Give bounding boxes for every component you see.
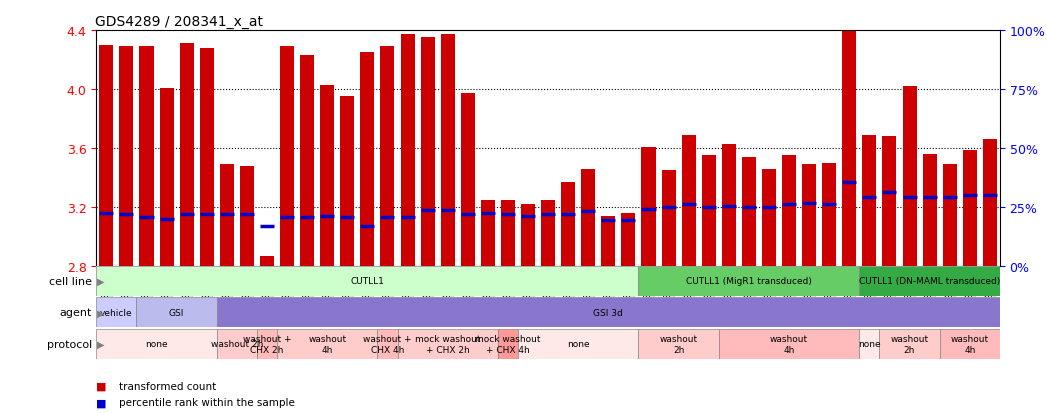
Text: vehicle: vehicle: [101, 308, 133, 317]
Bar: [500, 200, 515, 266]
Text: GSI 3d: GSI 3d: [594, 308, 623, 317]
Text: ■: ■: [96, 381, 107, 391]
Bar: [498, 329, 518, 359]
Text: none: none: [859, 339, 881, 349]
Text: washout
4h: washout 4h: [308, 335, 347, 354]
Bar: [180, 44, 194, 266]
Bar: [320, 85, 334, 266]
Bar: [762, 169, 776, 266]
Bar: [257, 329, 277, 359]
Bar: [581, 169, 596, 266]
Text: protocol: protocol: [46, 339, 92, 349]
Bar: [742, 157, 756, 266]
Bar: [119, 47, 133, 266]
Bar: [719, 329, 860, 359]
Bar: [96, 298, 136, 328]
Bar: [942, 165, 957, 266]
Text: ▶: ▶: [97, 308, 105, 318]
Bar: [879, 329, 939, 359]
Bar: [99, 46, 113, 266]
Bar: [217, 329, 257, 359]
Bar: [481, 200, 495, 266]
Text: mock washout
+ CHX 4h: mock washout + CHX 4h: [475, 335, 540, 354]
Bar: [260, 256, 274, 266]
Bar: [621, 214, 636, 266]
Bar: [521, 204, 535, 266]
Text: GSI: GSI: [169, 308, 184, 317]
Bar: [398, 329, 498, 359]
Bar: [860, 266, 1000, 296]
Bar: [139, 47, 154, 266]
Text: CUTLL1 (DN-MAML transduced): CUTLL1 (DN-MAML transduced): [859, 277, 1000, 286]
Text: ▶: ▶: [97, 339, 105, 349]
Text: CUTLL1: CUTLL1: [351, 277, 384, 286]
Bar: [421, 38, 435, 266]
Bar: [802, 165, 817, 266]
Bar: [217, 298, 1000, 328]
Text: ■: ■: [96, 397, 107, 407]
Text: washout
2h: washout 2h: [660, 335, 697, 354]
Bar: [220, 165, 233, 266]
Text: washout
4h: washout 4h: [770, 335, 808, 354]
Text: washout +
CHX 4h: washout + CHX 4h: [363, 335, 411, 354]
Text: washout
2h: washout 2h: [890, 335, 929, 354]
Bar: [240, 166, 254, 266]
Text: percentile rank within the sample: percentile rank within the sample: [119, 397, 295, 407]
Bar: [642, 147, 655, 266]
Bar: [903, 87, 916, 266]
Bar: [860, 329, 879, 359]
Bar: [701, 156, 716, 266]
Text: ▶: ▶: [97, 276, 105, 286]
Bar: [721, 144, 736, 266]
Bar: [377, 329, 398, 359]
Bar: [883, 137, 896, 266]
Text: agent: agent: [60, 308, 92, 318]
Text: none: none: [566, 339, 589, 349]
Bar: [682, 135, 695, 266]
Bar: [863, 135, 876, 266]
Text: cell line: cell line: [49, 276, 92, 286]
Bar: [939, 329, 1000, 359]
Text: washout +
CHX 2h: washout + CHX 2h: [243, 335, 291, 354]
Text: mock washout
+ CHX 2h: mock washout + CHX 2h: [415, 335, 481, 354]
Bar: [441, 36, 454, 266]
Text: CUTLL1 (MigR1 transduced): CUTLL1 (MigR1 transduced): [686, 277, 811, 286]
Bar: [300, 56, 314, 266]
Bar: [822, 164, 837, 266]
Bar: [639, 266, 860, 296]
Bar: [983, 140, 997, 266]
Bar: [842, 24, 856, 266]
Text: transformed count: transformed count: [119, 381, 217, 391]
Bar: [601, 216, 616, 266]
Bar: [360, 53, 375, 266]
Text: washout 2h: washout 2h: [210, 339, 263, 349]
Bar: [662, 171, 675, 266]
Bar: [963, 150, 977, 266]
Bar: [401, 36, 415, 266]
Bar: [380, 47, 395, 266]
Bar: [461, 94, 475, 266]
Bar: [541, 200, 555, 266]
Bar: [200, 49, 214, 266]
Text: GDS4289 / 208341_x_at: GDS4289 / 208341_x_at: [95, 14, 264, 28]
Bar: [280, 47, 294, 266]
Bar: [561, 183, 575, 266]
Bar: [922, 154, 937, 266]
Bar: [159, 88, 174, 266]
Bar: [96, 329, 217, 359]
Bar: [96, 266, 639, 296]
Bar: [340, 97, 354, 266]
Bar: [639, 329, 719, 359]
Bar: [277, 329, 377, 359]
Bar: [782, 156, 796, 266]
Bar: [518, 329, 639, 359]
Text: none: none: [146, 339, 168, 349]
Text: washout
4h: washout 4h: [951, 335, 988, 354]
Bar: [136, 298, 217, 328]
